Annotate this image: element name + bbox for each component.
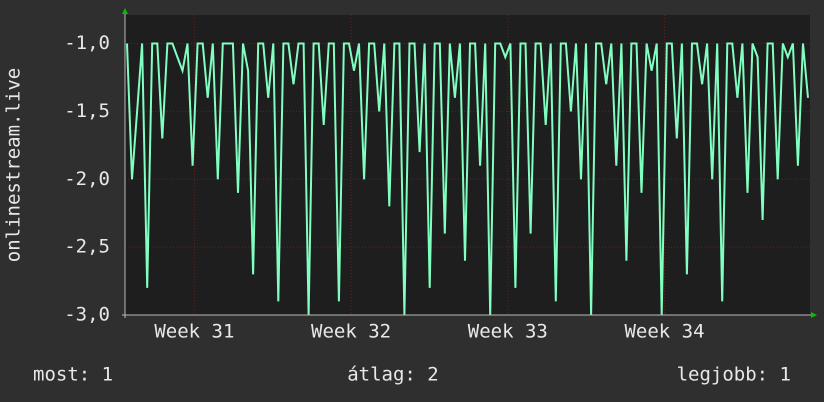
footer-current: most: 1 <box>33 364 113 386</box>
y-tick-label: -1,5 <box>64 100 110 122</box>
y-tick-label: -3,0 <box>64 304 110 326</box>
y-tick-label: -1,0 <box>64 32 110 54</box>
footer-average: átlag: 2 <box>347 364 439 386</box>
series-line <box>126 42 809 316</box>
x-tick-label: Week 32 <box>311 321 391 343</box>
y-tick-label: -2,0 <box>64 168 110 190</box>
axis-arrow <box>811 312 817 318</box>
footer-max: legjobb: 1 <box>677 364 791 386</box>
y-axis-label: onlinestream.live <box>3 68 25 262</box>
x-tick-label: Week 33 <box>468 321 548 343</box>
x-tick-label: Week 31 <box>154 321 234 343</box>
y-tick-label: -2,5 <box>64 236 110 258</box>
x-tick-label: Week 34 <box>624 321 704 343</box>
axis-arrow <box>122 8 128 14</box>
